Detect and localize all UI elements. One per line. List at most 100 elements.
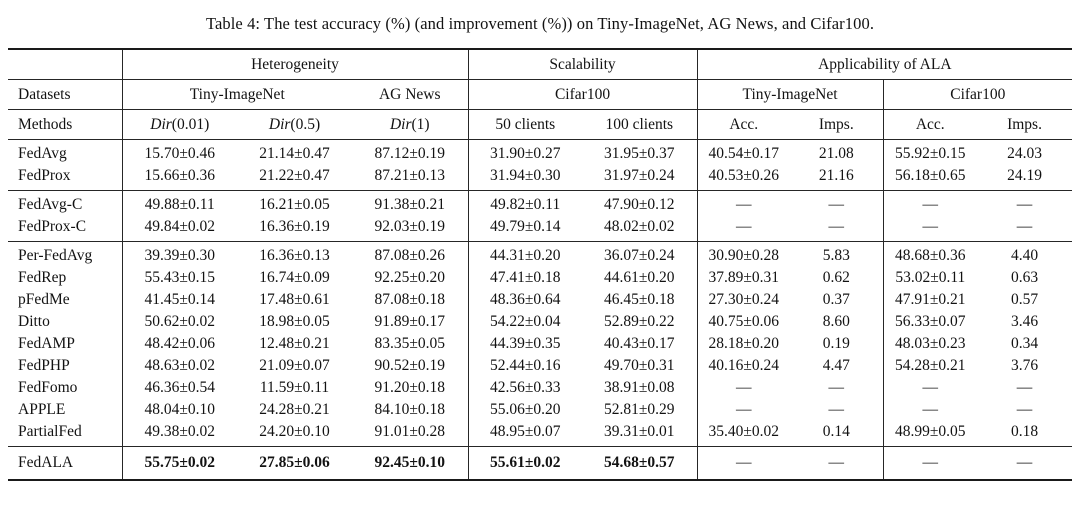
value-cell: 91.89±0.17: [352, 311, 469, 333]
value-cell: 15.66±0.36: [122, 165, 237, 191]
method-name-cell: FedAMP: [8, 333, 123, 355]
value-cell: 31.94±0.30: [468, 165, 583, 191]
dir-prefix: Dir: [389, 116, 412, 133]
value-cell: 15.70±0.46: [144, 145, 215, 162]
value-cell: 36.07±0.24: [582, 241, 698, 267]
empty-corner-cell: [8, 49, 123, 80]
table-row: FedProx-C 49.84±0.02 16.36±0.19 92.03±0.19 4…: [8, 216, 1073, 242]
value-cell: 27.85±0.06: [259, 454, 330, 471]
value-cell: 55.92±0.15: [895, 145, 966, 162]
header-imps-cifar: Imps.: [977, 109, 1073, 140]
value-cell: 12.48±0.21: [259, 335, 330, 352]
value-cell: 90.52±0.19: [352, 355, 469, 377]
method-name-cell: APPLE: [8, 399, 123, 421]
value-cell: 84.10±0.18: [352, 399, 469, 421]
header-50-clients: 50 clients: [468, 109, 583, 140]
value-cell: 28.18±0.20: [708, 335, 780, 352]
value-cell: 40.53±0.26: [697, 165, 791, 191]
method-name-cell: Ditto: [8, 311, 123, 333]
value-cell: 48.99±0.05: [883, 421, 978, 447]
value-cell: 83.35±0.05: [352, 333, 469, 355]
value-cell: 54.22±0.04: [490, 313, 561, 330]
dir-args: (1): [411, 116, 430, 133]
value-cell: 39.31±0.01: [582, 421, 698, 447]
value-cell: 48.63±0.02: [144, 357, 215, 374]
value-cell: 92.25±0.20: [352, 267, 469, 289]
dir-args: (0.5): [290, 116, 321, 133]
value-cell: 0.62: [790, 267, 884, 289]
value-cell: 87.08±0.26: [352, 241, 469, 267]
missing-value-cell: —: [1016, 196, 1033, 213]
header-het-tiny-imagenet: Tiny-ImageNet: [122, 79, 352, 110]
value-cell: 18.98±0.05: [259, 313, 330, 330]
value-cell: 91.38±0.21: [352, 190, 469, 216]
table-row: PartialFed 49.38±0.02 24.20±0.10 91.01±0.28…: [8, 421, 1073, 447]
value-cell: 21.16: [790, 165, 884, 191]
value-cell: 87.21±0.13: [352, 165, 469, 191]
group-header-row: Heterogeneity Scalability Applicability …: [8, 49, 1073, 80]
value-cell: 46.45±0.18: [582, 289, 698, 311]
table-caption: Table 4: The test accuracy (%) (and impr…: [205, 14, 875, 33]
header-applicability: Applicability of ALA: [697, 49, 1073, 80]
value-cell: 55.06±0.20: [490, 401, 561, 418]
table-row: FedProx 15.66±0.36 21.22±0.47 87.21±0.13 31.…: [8, 165, 1073, 191]
value-cell: 44.61±0.20: [582, 267, 698, 289]
missing-value-cell: —: [736, 454, 752, 471]
missing-value-cell: —: [736, 196, 752, 213]
value-cell: 17.48±0.61: [259, 291, 330, 308]
missing-value-cell: —: [883, 216, 978, 242]
value-cell: 92.03±0.19: [352, 216, 469, 242]
value-cell: 24.03: [1007, 145, 1042, 162]
table-row: FedAMP 48.42±0.06 12.48±0.21 83.35±0.05 44.3…: [8, 333, 1072, 355]
value-cell: 0.18: [977, 421, 1073, 447]
table-row: FedAvg-C 49.88±0.11 16.21±0.05 91.38±0.21 49…: [8, 190, 1072, 216]
value-cell: 48.42±0.06: [144, 335, 215, 352]
value-cell: 92.45±0.10: [352, 446, 469, 480]
missing-value-cell: —: [1016, 379, 1033, 396]
value-cell: 11.59±0.11: [259, 379, 330, 396]
table-row: pFedMe 41.45±0.14 17.48±0.61 87.08±0.18 48.3…: [8, 289, 1072, 311]
table-row: FedAvg 15.70±0.46 21.14±0.47 87.12±0.19 31.9…: [8, 139, 1072, 165]
missing-value-cell: —: [790, 399, 884, 421]
value-cell: 30.90±0.28: [708, 247, 780, 264]
value-cell: 48.02±0.02: [582, 216, 698, 242]
missing-value-cell: —: [790, 190, 884, 216]
dir-args: (0.01): [171, 116, 210, 133]
value-cell: 0.63: [1010, 269, 1039, 286]
method-name-cell: FedAvg: [8, 139, 123, 165]
value-cell: 53.02±0.11: [895, 269, 966, 286]
value-cell: 87.08±0.18: [352, 289, 469, 311]
value-cell: 40.75±0.06: [708, 313, 780, 330]
missing-value-cell: —: [977, 216, 1073, 242]
value-cell: 40.54±0.17: [708, 145, 780, 162]
table-row: Per-FedAvg 39.39±0.30 16.36±0.13 87.08±0.26…: [8, 241, 1072, 267]
value-cell: 40.16±0.24: [708, 357, 780, 374]
value-cell: 24.19: [977, 165, 1073, 191]
value-cell: 47.91±0.21: [895, 291, 966, 308]
dir-prefix: Dir: [268, 116, 291, 133]
value-cell: 48.03±0.23: [895, 335, 966, 352]
value-cell: 3.46: [1010, 313, 1039, 330]
value-cell: 0.14: [790, 421, 884, 447]
method-name-cell: PartialFed: [8, 421, 123, 447]
value-cell: 55.43±0.15: [144, 269, 215, 286]
table-row: FedRep 55.43±0.15 16.74±0.09 92.25±0.20 47.4…: [8, 267, 1072, 289]
method-name-cell: FedFomo: [8, 377, 123, 399]
value-cell: 87.12±0.19: [352, 139, 469, 165]
value-cell: 48.68±0.36: [895, 247, 966, 264]
dataset-header-row: Datasets Tiny-ImageNet AG News Cifar100 …: [8, 79, 1073, 110]
value-cell: 48.95±0.07: [468, 421, 583, 447]
method-name-cell: FedAvg-C: [8, 190, 123, 216]
value-cell: 0.34: [1010, 335, 1039, 352]
table-row: APPLE 48.04±0.10 24.28±0.21 84.10±0.18 55.06…: [8, 399, 1072, 421]
results-table: Heterogeneity Scalability Applicability …: [8, 48, 1073, 481]
value-cell: 50.62±0.02: [144, 313, 215, 330]
missing-value-cell: —: [790, 446, 884, 480]
value-cell: 0.19: [790, 333, 884, 355]
missing-value-cell: —: [697, 216, 791, 242]
missing-value-cell: —: [1016, 401, 1033, 418]
value-cell: 52.44±0.16: [490, 357, 561, 374]
value-cell: 42.56±0.33: [490, 379, 561, 396]
value-cell: 48.36±0.64: [490, 291, 561, 308]
value-cell: 5.83: [790, 241, 884, 267]
